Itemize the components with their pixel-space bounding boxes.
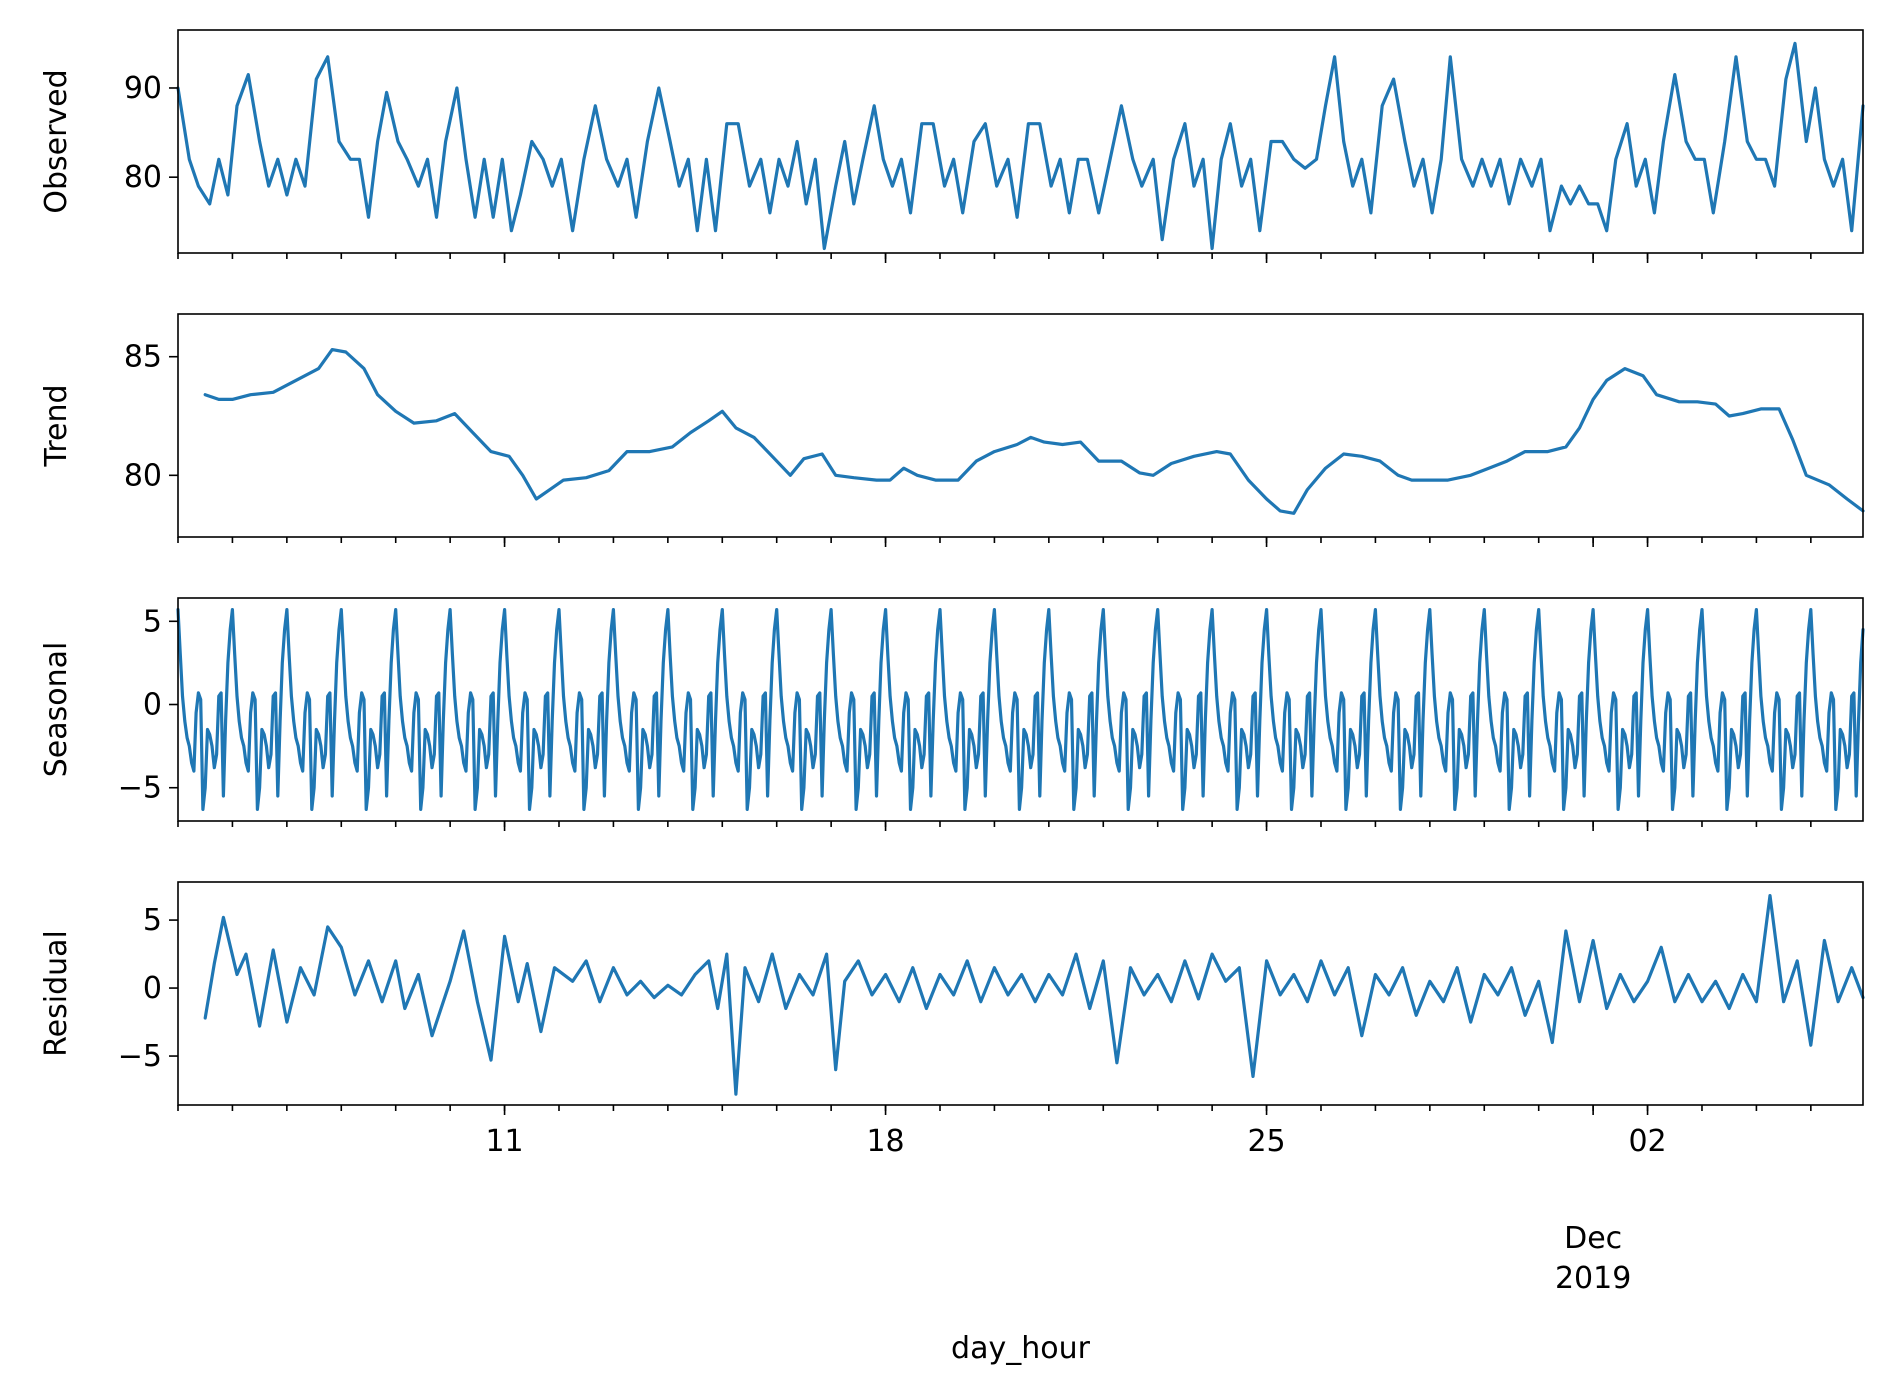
x-tick-label: 18 [866, 1124, 904, 1159]
y-axis-label: Residual [39, 930, 74, 1057]
x-tick-label: 11 [485, 1124, 523, 1159]
y-axis-label: Observed [39, 69, 74, 213]
y-axis-label: Seasonal [39, 642, 74, 778]
y-tick-label: 80 [124, 458, 162, 493]
y-tick-label: 0 [143, 688, 162, 723]
trend-series-line [203, 348, 1865, 515]
y-tick-label: −5 [118, 771, 162, 806]
y-tick-label: −5 [118, 1039, 162, 1074]
y-tick-label: 90 [124, 71, 162, 106]
panel-residual: −5 0 5 Residual 11 18 25 02 [39, 881, 1865, 1159]
y-tick-label: 85 [124, 340, 162, 375]
x-axis-titles: Dec 2019 day_hour [951, 1221, 1631, 1366]
plot-frame [177, 597, 1864, 822]
panels: 80 90 Observed 80 85 Trend −5 0 5 Seasonal −5 0 5 Res… [39, 29, 1865, 1159]
x-axis-month-label: Dec [1564, 1221, 1622, 1256]
x-axis-label: day_hour [951, 1331, 1091, 1366]
residual-series-line [203, 893, 1865, 1096]
seasonal-series-line [176, 607, 1865, 812]
plot-frame [177, 881, 1864, 1106]
x-tick-label: 25 [1247, 1124, 1285, 1159]
panel-observed: 80 90 Observed [39, 29, 1865, 263]
observed-series-line [176, 41, 1865, 251]
x-tick-label: 02 [1628, 1124, 1666, 1159]
y-tick-label: 5 [143, 903, 162, 938]
y-axis-label: Trend [39, 384, 74, 467]
x-axis-year-label: 2019 [1555, 1261, 1631, 1296]
y-tick-label: 5 [143, 604, 162, 639]
plot-frame [177, 313, 1864, 538]
plot-frame [177, 29, 1864, 254]
panel-trend: 80 85 Trend [39, 313, 1865, 547]
y-tick-label: 80 [124, 160, 162, 195]
y-tick-label: 0 [143, 971, 162, 1006]
panel-seasonal: −5 0 5 Seasonal [39, 597, 1865, 831]
